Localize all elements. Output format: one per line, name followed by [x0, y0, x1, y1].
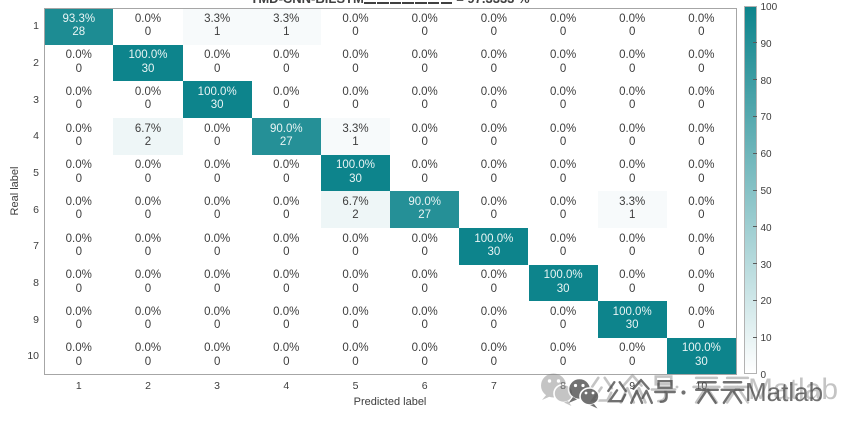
svg-text:Matlab: Matlab [748, 373, 838, 406]
svg-text:Matlab: Matlab [745, 377, 823, 407]
